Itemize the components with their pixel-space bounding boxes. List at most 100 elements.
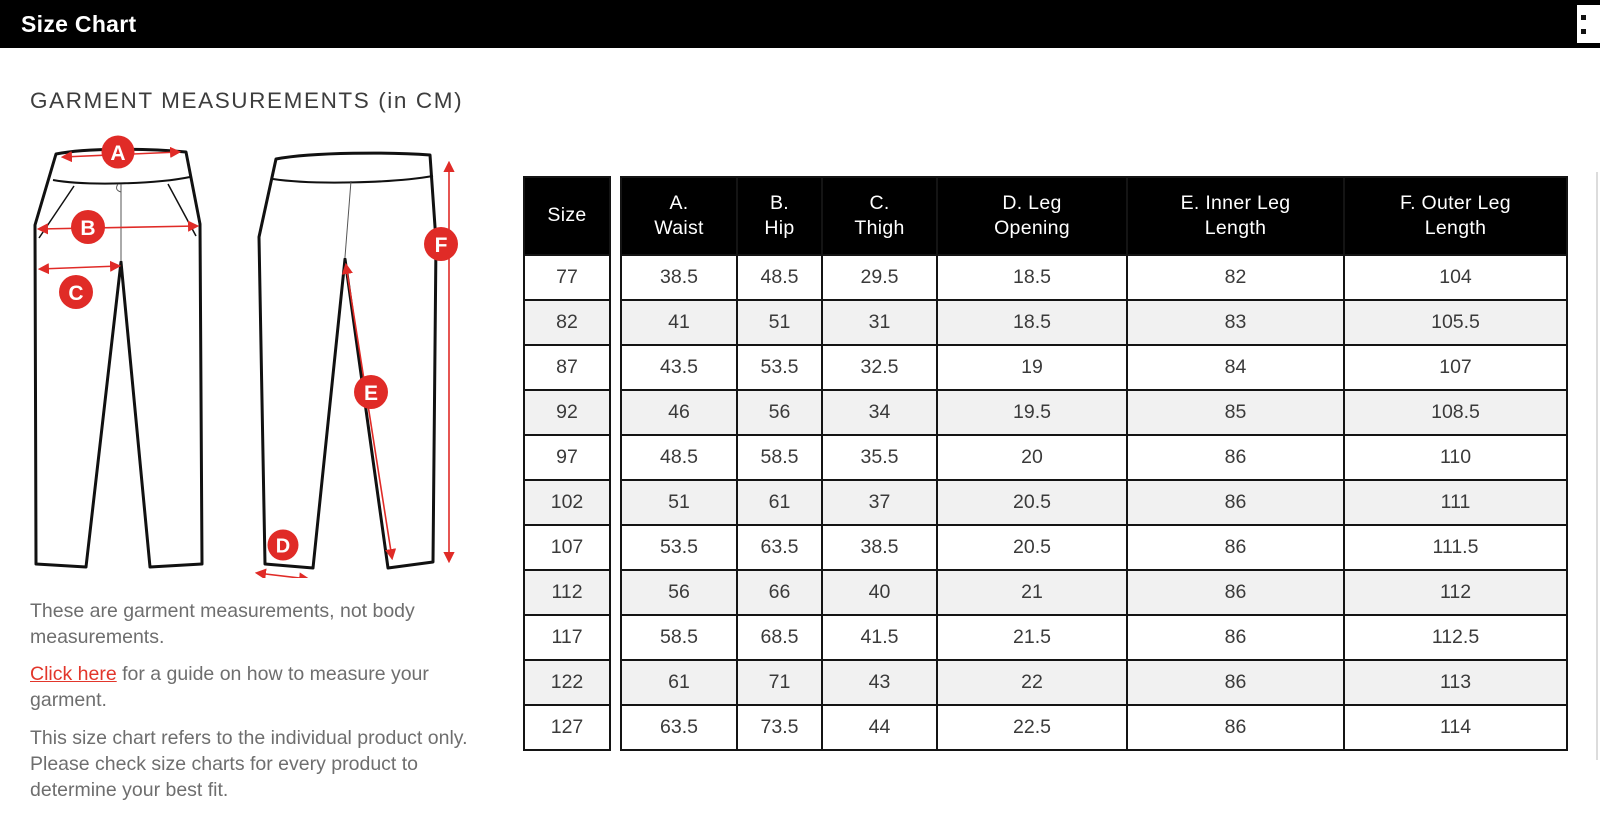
measurement-cell: 51 bbox=[736, 299, 823, 346]
pants-back-outline bbox=[257, 151, 438, 570]
table-row: 41 51 31 18.5 83 105.5 bbox=[620, 299, 1568, 346]
size-cell: 122 bbox=[523, 659, 611, 706]
pants-back-diagram: D E F bbox=[254, 151, 458, 578]
measurement-cell: 61 bbox=[736, 479, 823, 526]
column-header-4: E. Inner Leg Length bbox=[1126, 176, 1345, 256]
size-row: 77 bbox=[523, 254, 611, 301]
measurement-cell: 86 bbox=[1126, 704, 1345, 751]
size-cell: 117 bbox=[523, 614, 611, 661]
measurement-cell: 86 bbox=[1126, 479, 1345, 526]
notes-block: These are garment measurements, not body… bbox=[30, 598, 490, 814]
measurements-table: A. Waist B. Hip C. Thigh D. Leg Opening E. I… bbox=[620, 176, 1568, 751]
svg-text:B: B bbox=[80, 217, 95, 240]
column-header-3: D. Leg Opening bbox=[936, 176, 1128, 256]
hip-arrow bbox=[36, 220, 200, 235]
measurement-cell: 38.5 bbox=[821, 524, 938, 571]
pants-front-diagram: A B C bbox=[33, 135, 204, 569]
measurement-cell: 83 bbox=[1126, 299, 1345, 346]
thigh-arrow bbox=[37, 260, 122, 275]
size-row: 107 bbox=[523, 524, 611, 571]
measurement-cell: 43.5 bbox=[620, 344, 738, 391]
table-row: 48.5 58.5 35.5 20 86 110 bbox=[620, 434, 1568, 481]
measurement-cell: 48.5 bbox=[736, 254, 823, 301]
measurement-cell: 48.5 bbox=[620, 434, 738, 481]
table-row: 38.5 48.5 29.5 18.5 82 104 bbox=[620, 254, 1568, 301]
label-e-badge: E bbox=[354, 375, 388, 409]
measurement-cell: 85 bbox=[1126, 389, 1345, 436]
size-cell: 112 bbox=[523, 569, 611, 616]
measurement-cell: 35.5 bbox=[821, 434, 938, 481]
section-title: GARMENT MEASUREMENTS (in CM) bbox=[30, 88, 464, 113]
size-column-table: Size 77 82 87 92 97 102 107 112 117 122 127 bbox=[523, 176, 611, 751]
label-b-badge: B bbox=[71, 210, 105, 244]
label-d-badge: D bbox=[267, 529, 299, 561]
measurement-cell: 29.5 bbox=[821, 254, 938, 301]
size-cell: 87 bbox=[523, 344, 611, 391]
note-disclaimer: This size chart refers to the individual… bbox=[30, 726, 468, 801]
measure-guide-link[interactable]: Click here bbox=[30, 663, 117, 686]
size-row: 122 bbox=[523, 659, 611, 706]
size-row: 92 bbox=[523, 389, 611, 436]
measurement-cell: 18.5 bbox=[936, 254, 1128, 301]
size-cell: 77 bbox=[523, 254, 611, 301]
measurement-cell: 114 bbox=[1343, 704, 1568, 751]
measurement-cell: 82 bbox=[1126, 254, 1345, 301]
pants-front-outline bbox=[33, 147, 204, 569]
note-guide-rest: for a guide on how to measure your garme… bbox=[30, 663, 429, 712]
measurement-cell: 44 bbox=[821, 704, 938, 751]
measurement-cell: 105.5 bbox=[1343, 299, 1568, 346]
measurement-cell: 51 bbox=[620, 479, 738, 526]
svg-text:E: E bbox=[364, 382, 378, 405]
measurement-cell: 63.5 bbox=[620, 704, 738, 751]
measurement-cell: 46 bbox=[620, 389, 738, 436]
measurement-cell: 111 bbox=[1343, 479, 1568, 526]
svg-text:A: A bbox=[110, 142, 125, 165]
svg-text:C: C bbox=[68, 282, 83, 305]
measurement-cell: 58.5 bbox=[620, 614, 738, 661]
size-row: 112 bbox=[523, 569, 611, 616]
note-garment: These are garment measurements, not body… bbox=[30, 600, 415, 649]
measurement-cell: 32.5 bbox=[821, 344, 938, 391]
measurement-cell: 108.5 bbox=[1343, 389, 1568, 436]
measurement-cell: 20 bbox=[936, 434, 1128, 481]
leg-opening-arrow bbox=[254, 568, 311, 578]
measurement-cell: 41.5 bbox=[821, 614, 938, 661]
size-cell: 102 bbox=[523, 479, 611, 526]
measurement-cell: 41 bbox=[620, 299, 738, 346]
measurement-cell: 104 bbox=[1343, 254, 1568, 301]
measurement-cell: 34 bbox=[821, 389, 938, 436]
size-column-body: 77 82 87 92 97 102 107 112 117 122 127 bbox=[523, 254, 611, 751]
label-a-badge: A bbox=[101, 135, 135, 169]
measurement-cell: 56 bbox=[620, 569, 738, 616]
size-row: 97 bbox=[523, 434, 611, 481]
measurement-cell: 66 bbox=[736, 569, 823, 616]
table-row: 43.5 53.5 32.5 19 84 107 bbox=[620, 344, 1568, 391]
measurement-cell: 20.5 bbox=[936, 524, 1128, 571]
note-guide: Click here for a guide on how to measure… bbox=[30, 661, 490, 713]
measurement-cell: 21.5 bbox=[936, 614, 1128, 661]
inner-leg-arrow bbox=[341, 262, 397, 561]
column-header-2: C. Thigh bbox=[821, 176, 938, 256]
table-row: 58.5 68.5 41.5 21.5 86 112.5 bbox=[620, 614, 1568, 661]
measurement-cell: 56 bbox=[736, 389, 823, 436]
size-row: 102 bbox=[523, 479, 611, 526]
measurement-cell: 19 bbox=[936, 344, 1128, 391]
measurement-cell: 86 bbox=[1126, 659, 1345, 706]
measurement-cell: 86 bbox=[1126, 569, 1345, 616]
measurement-cell: 86 bbox=[1126, 434, 1345, 481]
close-button[interactable] bbox=[1577, 5, 1600, 43]
measurement-cell: 38.5 bbox=[620, 254, 738, 301]
measurement-cell: 110 bbox=[1343, 434, 1568, 481]
measurement-cell: 20.5 bbox=[936, 479, 1128, 526]
measurement-cell: 53.5 bbox=[620, 524, 738, 571]
measurement-cell: 73.5 bbox=[736, 704, 823, 751]
close-icon bbox=[1581, 15, 1586, 20]
measurement-cell: 68.5 bbox=[736, 614, 823, 661]
table-row: 61 71 43 22 86 113 bbox=[620, 659, 1568, 706]
measurement-cell: 31 bbox=[821, 299, 938, 346]
measurement-cell: 21 bbox=[936, 569, 1128, 616]
size-chart: Size 77 82 87 92 97 102 107 112 117 122 127 A. Wai… bbox=[523, 176, 1568, 751]
table-row: 46 56 34 19.5 85 108.5 bbox=[620, 389, 1568, 436]
measurements-body: 38.5 48.5 29.5 18.5 82 104 41 51 31 18.5 83 105.5 43… bbox=[620, 254, 1568, 751]
table-row: 51 61 37 20.5 86 111 bbox=[620, 479, 1568, 526]
